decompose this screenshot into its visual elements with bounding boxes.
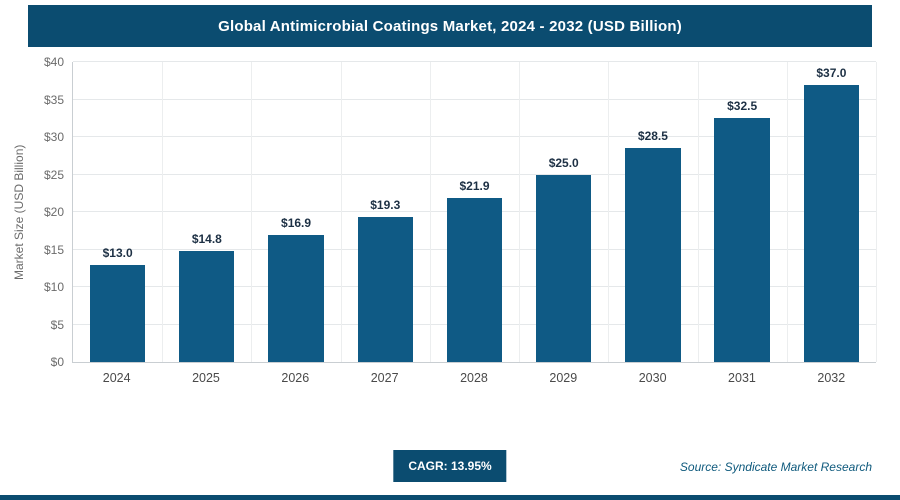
x-tick-label: 2024 bbox=[102, 371, 131, 385]
bar-value-label: $32.5 bbox=[727, 99, 758, 114]
y-tick-label: $10 bbox=[43, 280, 64, 294]
header-banner: Global Antimicrobial Coatings Market, 20… bbox=[28, 5, 872, 47]
bar-value-label: $25.0 bbox=[548, 155, 579, 170]
v-gridline bbox=[340, 62, 342, 362]
bar bbox=[268, 235, 324, 362]
x-tick-label: 2026 bbox=[281, 371, 310, 385]
bar bbox=[625, 148, 681, 362]
page-title: Global Antimicrobial Coatings Market, 20… bbox=[218, 17, 682, 35]
bar-slot: $21.9 bbox=[430, 62, 519, 362]
bar-slot: $32.5 bbox=[698, 62, 787, 362]
bar-slot: $25.0 bbox=[519, 62, 608, 362]
bar-value-label: $37.0 bbox=[816, 65, 847, 80]
bar-value-label: $14.8 bbox=[191, 232, 222, 246]
v-gridline bbox=[876, 62, 877, 362]
bar bbox=[179, 251, 235, 362]
bar-slot: $13.0 bbox=[73, 62, 162, 362]
y-axis: $0 $5 $10 $15 $20 $25 $30 $35 $40 bbox=[28, 55, 72, 369]
source-text: Source: Syndicate Market Research bbox=[679, 460, 872, 474]
x-tick-label: 2031 bbox=[728, 371, 756, 385]
bar bbox=[357, 217, 413, 362]
plot-wrap: $13.0 $14.8 $16.9 $19.3 $21.9 $25.0 $28.5 $32.5… bbox=[72, 61, 877, 393]
y-tick-label: $35 bbox=[43, 92, 64, 107]
bar-slot: $14.8 bbox=[162, 62, 251, 362]
plot-area: $13.0 $14.8 $16.9 $19.3 $21.9 $25.0 $28.5 $32.5… bbox=[72, 61, 877, 363]
x-tick-label: 2028 bbox=[460, 371, 488, 385]
x-tick-label: 2025 bbox=[192, 371, 220, 385]
h-gridline bbox=[73, 98, 876, 100]
bar bbox=[89, 264, 146, 362]
x-tick-label: 2032 bbox=[817, 371, 846, 385]
y-tick-label: $15 bbox=[43, 242, 64, 257]
y-axis-title: Market Size (USD Billion) bbox=[12, 144, 26, 280]
v-gridline bbox=[697, 62, 699, 362]
bar-slot: $16.9 bbox=[251, 62, 340, 362]
bar bbox=[714, 118, 770, 362]
bar bbox=[446, 197, 503, 362]
y-tick-label: $20 bbox=[43, 205, 64, 219]
x-tick-label: 2027 bbox=[370, 371, 399, 385]
y-tick-label: $5 bbox=[50, 317, 64, 332]
y-tick-label: $0 bbox=[50, 355, 64, 369]
bar-value-label: $28.5 bbox=[637, 129, 668, 144]
y-tick-label: $40 bbox=[43, 55, 64, 69]
cagr-badge: CAGR: 13.95% bbox=[393, 450, 507, 482]
chart-area: Market Size (USD Billion) $0 $5 $10 $15 $20 $… bbox=[10, 55, 877, 393]
bar-slot: $19.3 bbox=[341, 62, 430, 362]
v-gridline bbox=[429, 62, 431, 362]
y-tick-label: $30 bbox=[43, 130, 64, 144]
v-gridline bbox=[251, 62, 253, 362]
v-gridline bbox=[608, 62, 610, 362]
v-gridline bbox=[786, 62, 788, 362]
v-gridline bbox=[519, 62, 521, 362]
v-gridline bbox=[162, 62, 164, 362]
x-axis-labels: 2024 2025 2026 2027 2028 2029 2030 2031 2032 bbox=[72, 363, 876, 393]
bars-container: $13.0 $14.8 $16.9 $19.3 $21.9 $25.0 $28.5 $32.5… bbox=[73, 62, 876, 362]
bar bbox=[536, 174, 592, 362]
bar-slot: $28.5 bbox=[608, 62, 697, 362]
y-tick-label: $25 bbox=[43, 167, 64, 182]
bar-slot: $37.0 bbox=[787, 62, 876, 362]
h-gridline bbox=[73, 173, 876, 175]
footer-strip bbox=[0, 495, 900, 500]
h-gridline bbox=[73, 136, 876, 137]
bar bbox=[803, 84, 860, 362]
h-gridline bbox=[73, 61, 876, 62]
bar-value-label: $19.3 bbox=[370, 198, 401, 213]
bar-value-label: $13.0 bbox=[102, 245, 133, 260]
bar-value-label: $16.9 bbox=[281, 216, 312, 231]
bar-value-label: $21.9 bbox=[459, 178, 490, 193]
x-tick-label: 2029 bbox=[549, 371, 578, 385]
x-tick-label: 2030 bbox=[638, 371, 667, 385]
footer-row: CAGR: 13.95% Source: Syndicate Market Re… bbox=[0, 448, 900, 482]
